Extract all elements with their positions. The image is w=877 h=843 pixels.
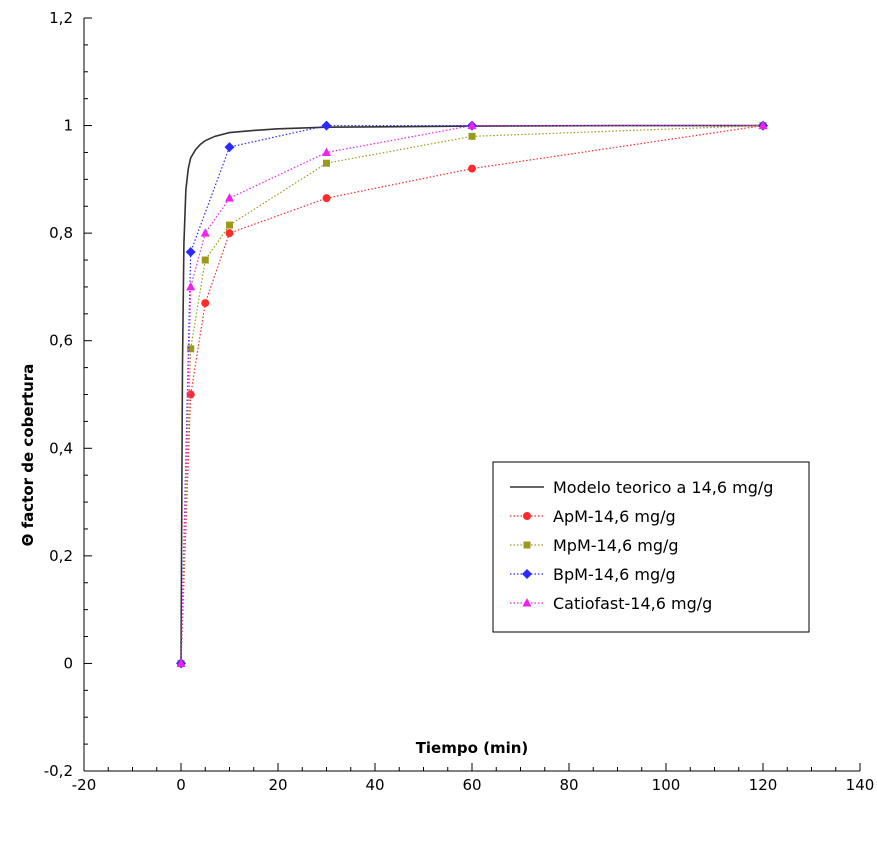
data-point bbox=[201, 299, 210, 308]
x-axis-title: Tiempo (min) bbox=[416, 739, 529, 757]
y-tick-label: 0,6 bbox=[49, 332, 73, 350]
data-point bbox=[322, 147, 331, 156]
x-tick-label: 20 bbox=[268, 776, 287, 794]
y-tick-label: 0,8 bbox=[49, 224, 73, 242]
x-tick-label: 100 bbox=[652, 776, 681, 794]
legend-label: Catiofast-14,6 mg/g bbox=[553, 594, 712, 613]
legend-box bbox=[492, 461, 810, 633]
data-point bbox=[322, 194, 331, 203]
series-line bbox=[180, 124, 763, 664]
data-point bbox=[468, 164, 476, 173]
legend-item: BpM-14,6 mg/g bbox=[510, 565, 676, 584]
y-tick-label: 1,2 bbox=[49, 9, 73, 27]
y-tick-label: 0 bbox=[63, 654, 73, 672]
legend-label: BpM-14,6 mg/g bbox=[553, 565, 676, 584]
data-point bbox=[225, 193, 234, 202]
x-tick-label: 140 bbox=[846, 776, 875, 794]
x-tick-label: 120 bbox=[749, 776, 778, 794]
data-point bbox=[323, 159, 330, 167]
data-point bbox=[321, 120, 332, 131]
y-tick-label: 0,2 bbox=[49, 547, 73, 565]
data-point bbox=[201, 256, 209, 264]
y-tick-label: -0,2 bbox=[44, 762, 73, 780]
legend-item: MpM-14,6 mg/g bbox=[510, 536, 679, 555]
data-point bbox=[185, 246, 196, 257]
y-axis-title: Θ factor de cobertura bbox=[19, 364, 37, 547]
x-tick-label: 60 bbox=[462, 776, 481, 794]
legend: Modelo teorico a 14,6 mg/g ApM-14,6 mg/g M… bbox=[492, 461, 810, 633]
data-point bbox=[224, 142, 235, 153]
data-point bbox=[225, 229, 234, 238]
legend-marker bbox=[523, 541, 531, 549]
data-point bbox=[467, 120, 477, 130]
data-point bbox=[186, 281, 196, 291]
y-tick-label: 1 bbox=[63, 117, 73, 135]
legend-item: ApM-14,6 mg/g bbox=[510, 507, 676, 526]
legend-item: Catiofast-14,6 mg/g bbox=[510, 594, 712, 613]
legend-label: MpM-14,6 mg/g bbox=[553, 536, 679, 555]
data-point bbox=[226, 221, 233, 229]
data-point bbox=[176, 658, 186, 667]
y-tick-label: 0,4 bbox=[49, 439, 73, 457]
data-point bbox=[468, 132, 476, 140]
data-point bbox=[758, 120, 768, 130]
series-1 bbox=[180, 124, 763, 664]
legend-item: Modelo teorico a 14,6 mg/g bbox=[510, 478, 773, 497]
legend-marker bbox=[522, 569, 532, 579]
series-layer bbox=[176, 120, 768, 669]
series-line bbox=[180, 124, 763, 664]
axes: -0,2 0 0,2 0,4 0,6 0,8 1 1,2 -20 0 20 40 60 80 100 120 1… bbox=[44, 9, 875, 794]
x-tick-label: 0 bbox=[176, 776, 186, 794]
data-point bbox=[187, 345, 195, 353]
legend-label: Modelo teorico a 14,6 mg/g bbox=[553, 478, 773, 497]
x-tick-label: 40 bbox=[365, 776, 384, 794]
legend-marker bbox=[522, 598, 532, 607]
x-tick-label: 80 bbox=[559, 776, 578, 794]
legend-marker bbox=[523, 512, 531, 520]
series-5 bbox=[176, 120, 768, 667]
x-tick-label: -20 bbox=[72, 776, 97, 794]
legend-label: ApM-14,6 mg/g bbox=[553, 507, 676, 526]
data-point bbox=[200, 228, 210, 237]
